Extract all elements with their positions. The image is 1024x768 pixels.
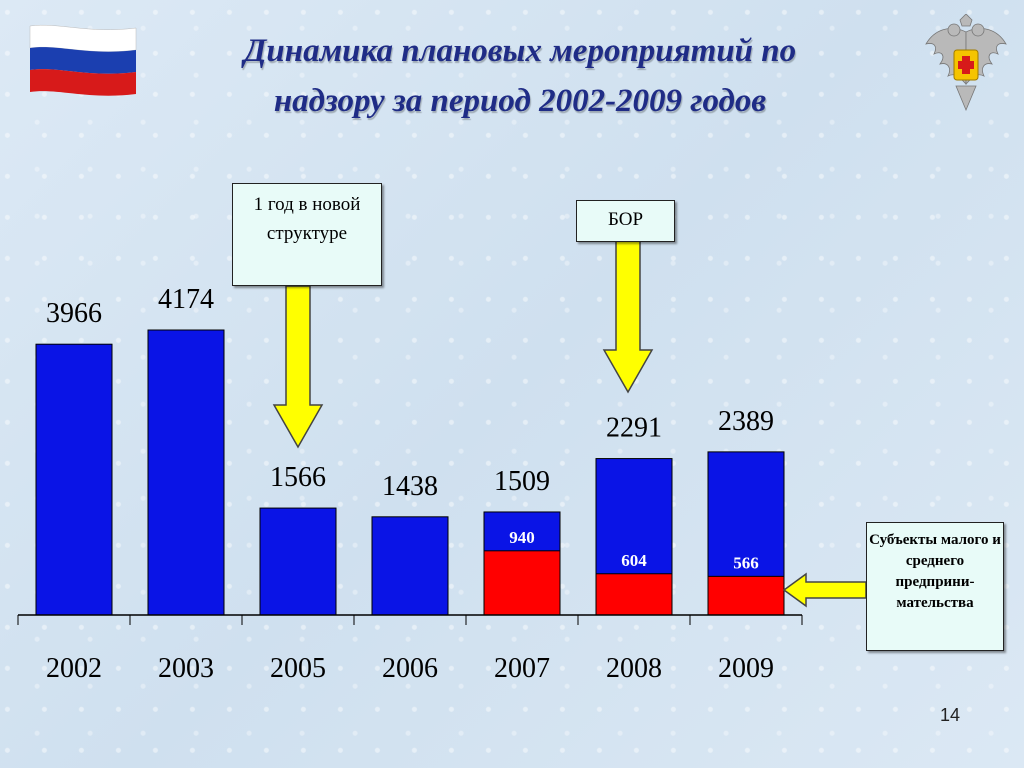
x-tick-label: 2003 [158, 653, 214, 684]
new-structure-callout: 1 год в новой структуре [232, 183, 382, 286]
small-business-value-label: 940 [509, 528, 535, 547]
title-line-1: Динамика плановых мероприятий по [243, 33, 797, 69]
rospotrebnadzor-emblem-icon [925, 14, 1007, 112]
bar-small-business [707, 575, 785, 616]
page-number: 14 [940, 705, 961, 725]
small-business-value-label: 566 [733, 553, 759, 572]
russian-flag-icon [29, 24, 137, 96]
x-tick-label: 2007 [494, 653, 550, 684]
bar-total [259, 507, 337, 616]
down-arrow-icon [602, 239, 654, 394]
small-business-callout: Субъекты малого и среднего предприни- ма… [866, 522, 1004, 651]
total-value-label: 1566 [270, 462, 326, 493]
x-tick-label: 2008 [606, 653, 662, 684]
x-tick-label: 2006 [382, 653, 438, 684]
bor-callout: БОР [576, 200, 675, 242]
total-value-label: 1438 [382, 471, 438, 502]
bar-total [35, 343, 113, 616]
x-tick-label: 2005 [270, 653, 326, 684]
page-title: Динамика плановых мероприятий по надзору… [160, 26, 880, 126]
total-value-label: 2291 [606, 413, 662, 444]
small-business-value-label: 604 [621, 551, 647, 570]
total-value-label: 1509 [494, 466, 550, 497]
bar-total [147, 329, 225, 616]
total-value-label: 2389 [718, 406, 774, 437]
bar-total [371, 516, 449, 616]
left-arrow-icon [782, 572, 867, 608]
total-value-label: 4174 [158, 284, 214, 315]
down-arrow-icon [272, 285, 324, 449]
x-tick-label: 2002 [46, 653, 102, 684]
x-tick-label: 2009 [718, 653, 774, 684]
bar-small-business [595, 573, 673, 616]
title-line-2: надзору за период 2002-2009 годов [273, 83, 767, 119]
bar-small-business [483, 550, 561, 616]
total-value-label: 3966 [46, 298, 102, 329]
